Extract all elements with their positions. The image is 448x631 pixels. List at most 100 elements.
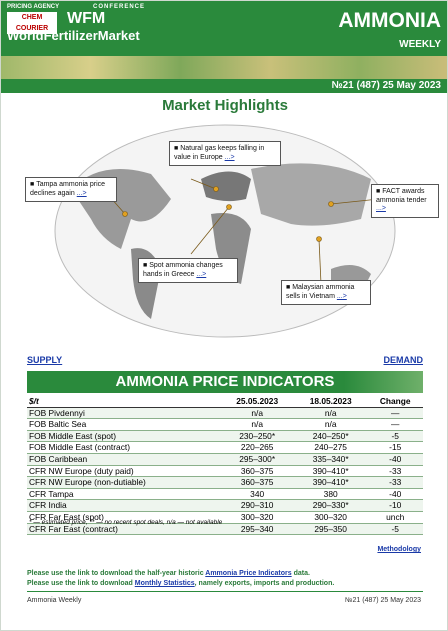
- table-row: FOB Baltic Sea n/a n/a —: [27, 418, 423, 431]
- price-table: $/t 25.05.2023 18.05.2023 Change FOB Pivdenn…: [27, 396, 423, 536]
- table-cell: FOB Middle East (contract): [27, 441, 221, 454]
- methodology-link[interactable]: Methodology: [377, 546, 421, 553]
- callout-link[interactable]: ...>: [196, 270, 207, 278]
- table-cell: 220–265: [220, 441, 294, 454]
- table-cell: FOB Caribbean: [27, 453, 221, 466]
- table-cell: 360–375: [220, 465, 294, 478]
- table-row: CFR India 290–310 290–330* -10: [27, 499, 423, 512]
- table-row: FOB Middle East (contract) 220–265 240–275…: [27, 441, 423, 454]
- table-cell: FOB Middle East (spot): [27, 430, 221, 443]
- notes: Please use the link to download the half…: [27, 569, 334, 589]
- table-cell: n/a: [220, 407, 294, 420]
- table-cell: 340: [220, 488, 294, 501]
- callout-text: Spot ammonia changes hands in Greece: [143, 262, 223, 278]
- table-cell: 290–330*: [293, 499, 368, 512]
- header: PRICING AGENCY CHEM COURIER CONFERENCE W…: [1, 1, 447, 56]
- table-cell: 230–250*: [220, 430, 294, 443]
- callout: Spot ammonia changes hands in Greece ...…: [138, 258, 238, 283]
- table-cell: —: [367, 418, 423, 431]
- note-link[interactable]: Monthly Statistics: [134, 580, 195, 587]
- wfm: WFM: [67, 10, 106, 27]
- table-row: FOB Caribbean 295–300* 335–340* -40: [27, 453, 423, 466]
- note: Please use the link to download Monthly …: [27, 579, 334, 589]
- callout-text: Tampa ammonia price declines again: [30, 181, 105, 197]
- callout: Malaysian ammonia sells in Vietnam ...>: [281, 280, 371, 305]
- conference: CONFERENCE: [93, 4, 146, 10]
- table-cell: 300–320: [293, 511, 368, 524]
- callout-text: Natural gas keeps falling in value in Eu…: [174, 145, 264, 161]
- table-cell: FOB Baltic Sea: [27, 418, 221, 431]
- table-cell: 360–375: [220, 476, 294, 489]
- table-row: CFR Far East (contract) 295–340 295–350 -5: [27, 523, 423, 536]
- table-cell: CFR Far East (spot): [27, 511, 221, 524]
- callout-link[interactable]: ...>: [224, 153, 235, 161]
- note-link[interactable]: Ammonia Price Indicators: [205, 570, 292, 577]
- table-cell: 295–350: [293, 523, 368, 536]
- header-row: $/t 25.05.2023 18.05.2023 Change: [27, 396, 423, 408]
- logo: CHEM COURIER: [7, 12, 57, 34]
- table-row: CFR NW Europe (duty paid) 360–375 390–410*…: [27, 465, 423, 478]
- table-cell: n/a: [220, 418, 294, 431]
- table-cell: -33: [367, 465, 423, 478]
- table-cell: -15: [367, 441, 423, 454]
- table-row: FOB Middle East (spot) 230–250* 240–250* -5: [27, 430, 423, 443]
- callout-link[interactable]: ...>: [376, 205, 386, 212]
- table-row: FOB Pivdennyi n/a n/a —: [27, 407, 423, 420]
- table-cell: -40: [367, 453, 423, 466]
- callout-link[interactable]: ...>: [76, 189, 87, 197]
- table-cell: CFR Far East (contract): [27, 523, 221, 536]
- table-cell: unch: [367, 511, 423, 524]
- table-cell: CFR India: [27, 499, 221, 512]
- decor-strip: [1, 56, 447, 79]
- table-cell: n/a: [293, 407, 368, 420]
- column-header: Change: [367, 396, 423, 408]
- brand: WorldFertilizerMarket: [7, 28, 140, 43]
- table-cell: CFR NW Europe (non-dutiable): [27, 476, 221, 489]
- footer-rule: [27, 591, 423, 592]
- subtitle: WEEKLY: [399, 39, 441, 50]
- column-header: 18.05.2023: [293, 396, 368, 408]
- note-text: Please use the link to download the half…: [27, 570, 206, 577]
- table-cell: CFR Tampa: [27, 488, 221, 501]
- column-header: $/t: [27, 396, 221, 408]
- callout-link[interactable]: ...>: [336, 292, 347, 300]
- callout-text: FACT awards ammonia tender: [376, 188, 427, 204]
- table-cell: FOB Pivdennyi: [27, 407, 221, 420]
- footer-left: Ammonia Weekly: [27, 597, 82, 604]
- note-text: Please use the link to download: [27, 580, 135, 587]
- table-cell: 390–410*: [293, 476, 368, 489]
- title: AMMONIA: [338, 9, 441, 32]
- footer-right: №21 (487) 25 May 2023: [345, 597, 421, 604]
- table-title: AMMONIA PRICE INDICATORS: [27, 371, 423, 393]
- table-cell: —: [367, 407, 423, 420]
- table-cell: 240–250*: [293, 430, 368, 443]
- supply-link[interactable]: SUPPLY: [27, 355, 63, 365]
- table-cell: 240–275: [293, 441, 368, 454]
- table-cell: -5: [367, 430, 423, 443]
- note-text: data.: [291, 570, 310, 577]
- table-cell: 380: [293, 488, 368, 501]
- table-cell: 295–340: [220, 523, 294, 536]
- table-cell: 295–300*: [220, 453, 294, 466]
- table-row: CFR NW Europe (non-dutiable) 360–375 390–4…: [27, 476, 423, 489]
- callout: Tampa ammonia price declines again ...>: [25, 177, 117, 202]
- highlights-title: Market Highlights: [162, 97, 288, 114]
- callout: Natural gas keeps falling in value in Eu…: [169, 141, 281, 166]
- note: Please use the link to download the half…: [27, 569, 334, 579]
- table-row: CFR Far East (spot) 300–320 300–320 unch: [27, 511, 423, 524]
- note-text: , namely exports, imports and production…: [194, 580, 335, 587]
- table-row: CFR Tampa 340 380 -40: [27, 488, 423, 501]
- issue: №21 (487) 25 May 2023: [1, 79, 447, 93]
- table-cell: -40: [367, 488, 423, 501]
- column-header: 25.05.2023: [220, 396, 294, 408]
- table-cell: CFR NW Europe (duty paid): [27, 465, 221, 478]
- table-cell: -5: [367, 523, 423, 536]
- callout: FACT awards ammonia tender ...>: [371, 184, 439, 218]
- table-cell: n/a: [293, 418, 368, 431]
- table-cell: 290–310: [220, 499, 294, 512]
- table-cell: 300–320: [220, 511, 294, 524]
- table-cell: -10: [367, 499, 423, 512]
- table-cell: -33: [367, 476, 423, 489]
- demand-link[interactable]: DEMAND: [383, 355, 424, 365]
